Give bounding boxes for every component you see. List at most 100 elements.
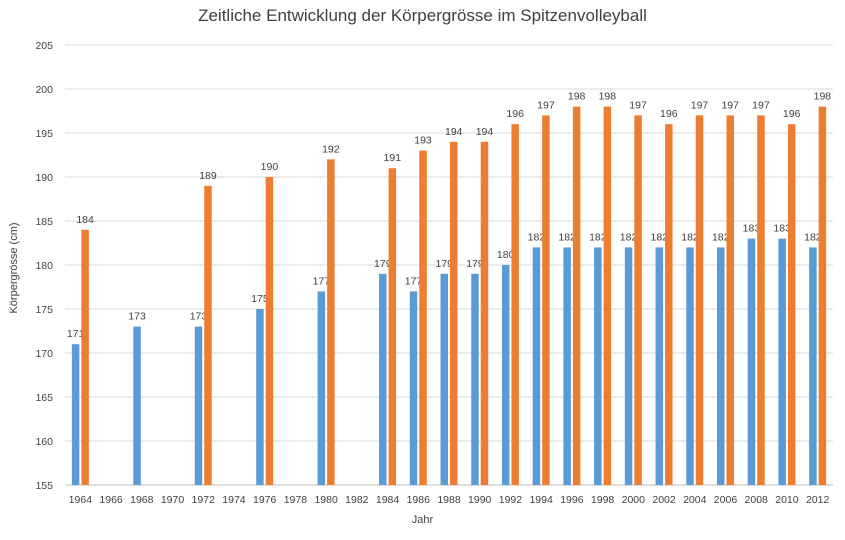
bar — [572, 106, 581, 485]
bar — [532, 247, 541, 485]
bar — [603, 106, 612, 485]
bar — [256, 309, 264, 485]
bar — [809, 247, 817, 485]
data-label: 197 — [629, 99, 647, 111]
x-tick-label: 1988 — [437, 494, 461, 506]
bar — [757, 115, 765, 486]
x-tick-label: 1978 — [284, 494, 308, 506]
x-tick-label: 1992 — [499, 494, 523, 506]
y-tick-label: 155 — [35, 480, 53, 492]
bar — [194, 326, 203, 485]
data-label: 194 — [445, 126, 463, 138]
data-label: 190 — [261, 161, 279, 173]
data-label: 180 — [497, 249, 515, 261]
bar — [317, 291, 326, 485]
data-label: 177 — [313, 275, 331, 287]
data-label: 182 — [528, 231, 546, 243]
x-tick-label: 1994 — [529, 494, 553, 506]
bar — [511, 124, 519, 485]
bar — [634, 115, 642, 486]
data-label: 198 — [568, 91, 586, 103]
bar — [388, 168, 397, 485]
x-tick-label: 1980 — [314, 494, 338, 506]
bar — [594, 247, 602, 485]
x-tick-label: 2004 — [683, 494, 707, 506]
bar — [480, 141, 489, 486]
data-label: 196 — [783, 108, 801, 120]
data-label: 182 — [804, 231, 822, 243]
data-label: 177 — [405, 275, 423, 287]
y-tick-label: 175 — [35, 304, 53, 316]
data-label: 182 — [620, 231, 638, 243]
x-tick-label: 1984 — [376, 494, 400, 506]
y-tick-label: 205 — [35, 40, 53, 52]
bar — [655, 247, 664, 485]
data-label: 179 — [466, 258, 484, 270]
x-tick-label: 1972 — [192, 494, 216, 506]
x-tick-label: 1974 — [222, 494, 246, 506]
data-label: 182 — [589, 231, 607, 243]
x-tick-label: 1990 — [468, 494, 492, 506]
bar — [265, 177, 274, 485]
data-label: 197 — [752, 99, 770, 111]
bar — [501, 265, 510, 485]
bar — [440, 273, 448, 485]
bar — [327, 159, 335, 485]
x-axis-label: Jahr — [411, 514, 434, 526]
data-label: 184 — [76, 214, 94, 226]
y-tick-label: 185 — [35, 216, 53, 228]
bar — [665, 124, 673, 485]
data-label: 171 — [67, 328, 85, 340]
bar — [71, 344, 80, 485]
chart-title: Zeitliche Entwicklung der Körpergrösse i… — [198, 6, 647, 25]
bar — [81, 229, 89, 485]
data-label: 179 — [435, 258, 453, 270]
bar — [563, 247, 571, 485]
x-tick-label: 1998 — [591, 494, 615, 506]
x-tick-label: 1976 — [253, 494, 277, 506]
bar — [450, 141, 458, 486]
x-tick-label: 2000 — [622, 494, 646, 506]
data-label: 191 — [384, 152, 402, 164]
data-label: 197 — [721, 99, 739, 111]
bar — [747, 238, 756, 485]
data-label: 182 — [712, 231, 730, 243]
bar — [409, 291, 418, 485]
bar — [787, 124, 796, 485]
data-label: 179 — [374, 258, 392, 270]
bar — [379, 273, 387, 485]
bar — [204, 185, 212, 486]
data-label: 189 — [199, 170, 217, 182]
data-label: 197 — [537, 99, 555, 111]
x-tick-label: 2010 — [775, 494, 799, 506]
x-tick-label: 1970 — [161, 494, 185, 506]
y-tick-label: 165 — [35, 392, 53, 404]
data-label: 193 — [414, 135, 432, 147]
x-tick-label: 1964 — [69, 494, 93, 506]
x-tick-label: 2012 — [806, 494, 830, 506]
data-label: 183 — [773, 223, 791, 235]
data-label: 182 — [558, 231, 576, 243]
bar — [686, 247, 694, 485]
x-tick-label: 1982 — [345, 494, 369, 506]
data-label: 183 — [743, 223, 761, 235]
data-label: 196 — [506, 108, 524, 120]
data-label: 192 — [322, 143, 340, 155]
data-label: 173 — [190, 311, 208, 323]
bar — [624, 247, 633, 485]
data-label: 173 — [128, 311, 146, 323]
y-tick-label: 200 — [35, 84, 53, 96]
bar — [818, 106, 827, 485]
y-tick-label: 190 — [35, 172, 53, 184]
bar — [778, 238, 786, 485]
data-label: 196 — [660, 108, 678, 120]
bar — [716, 247, 725, 485]
bar — [726, 115, 734, 486]
bar — [419, 150, 427, 485]
bar — [133, 326, 141, 485]
y-tick-label: 180 — [35, 260, 53, 272]
x-tick-label: 1968 — [130, 494, 154, 506]
x-tick-label: 1966 — [99, 494, 123, 506]
